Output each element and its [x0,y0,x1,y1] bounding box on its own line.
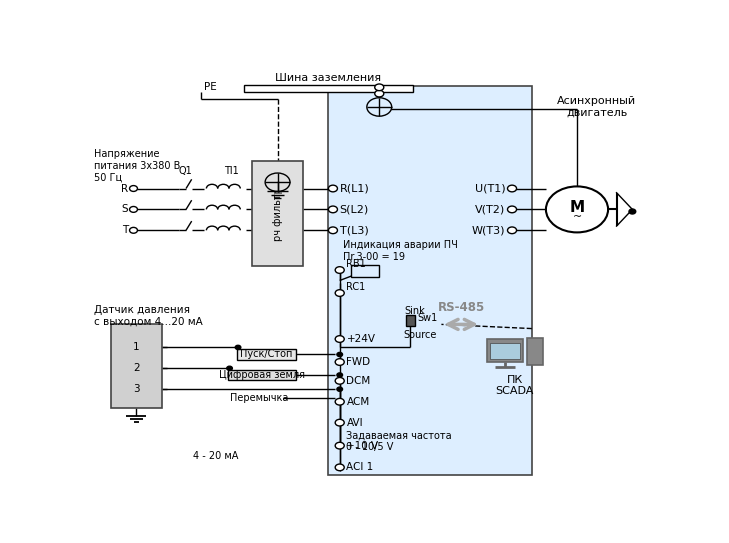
Circle shape [507,185,517,192]
Text: T: T [122,225,128,235]
Bar [406,315,415,326]
Text: ~: ~ [572,212,582,222]
Text: T(L3): T(L3) [340,225,368,235]
Circle shape [337,373,343,377]
Circle shape [629,209,636,214]
Bar [351,266,379,277]
Text: Пуск/Стоп: Пуск/Стоп [240,350,292,359]
Text: Sw1: Sw1 [417,313,437,323]
Text: 4 - 20 мА: 4 - 20 мА [192,451,238,461]
Text: FWD: FWD [346,357,370,367]
Text: Тl1: Тl1 [224,166,238,176]
Circle shape [507,206,517,213]
Text: Source: Source [404,330,437,340]
Bar [243,85,413,92]
Circle shape [265,173,290,192]
Text: V(T2): V(T2) [475,204,505,214]
FancyBboxPatch shape [237,349,296,360]
Circle shape [328,227,338,233]
Text: S(L2): S(L2) [340,204,369,214]
Circle shape [335,359,344,365]
FancyBboxPatch shape [228,370,296,381]
Bar [527,338,543,365]
Text: ACM: ACM [346,397,370,407]
Circle shape [328,206,338,213]
Text: S: S [121,204,128,214]
Text: 3: 3 [133,384,140,394]
Bar [252,161,303,266]
Circle shape [335,267,344,273]
Text: PE: PE [204,81,217,92]
Text: U(T1): U(T1) [475,184,505,193]
Text: +24V: +24V [346,334,375,344]
Text: Задаваемая частота
0 - 10/5 V: Задаваемая частота 0 - 10/5 V [346,430,452,452]
Text: AVI: AVI [346,418,363,428]
Text: R: R [121,184,128,193]
Text: DCM: DCM [346,376,371,386]
Text: рч фильтр: рч фильтр [273,187,283,241]
Text: M: M [569,200,585,215]
Text: Перемычка: Перемычка [230,393,288,403]
Text: +10 V: +10 V [346,440,378,451]
Circle shape [130,186,138,192]
Text: RC1: RC1 [346,282,366,292]
Circle shape [235,345,241,350]
Bar [111,324,162,408]
Circle shape [337,387,343,392]
Circle shape [335,419,344,426]
Circle shape [130,228,138,233]
Circle shape [335,443,344,449]
Text: Напряжение
питания 3х380 В
50 Гц: Напряжение питания 3х380 В 50 Гц [94,149,180,182]
Text: ACI 1: ACI 1 [346,463,374,472]
Circle shape [130,206,138,212]
Bar [490,343,520,359]
Text: R(L1): R(L1) [340,184,370,193]
Text: Q1: Q1 [179,166,192,176]
Circle shape [335,464,344,471]
Circle shape [337,352,343,357]
Text: Цифровая земля: Цифровая земля [219,370,305,380]
Text: RS-485: RS-485 [437,301,485,314]
Text: W(T3): W(T3) [472,225,505,235]
Circle shape [335,399,344,405]
Text: Индикация аварии ПЧ
Пr.3-00 = 19: Индикация аварии ПЧ Пr.3-00 = 19 [343,241,457,262]
Circle shape [335,377,344,384]
Text: Sink: Sink [405,306,426,315]
Text: Асинхронный
двигатель: Асинхронный двигатель [557,96,636,118]
Text: 1: 1 [133,343,140,352]
Circle shape [335,289,344,296]
Text: 2: 2 [133,363,140,373]
Text: ПК
SCADA: ПК SCADA [496,375,534,396]
Bar [487,339,523,362]
Circle shape [375,90,383,97]
Circle shape [546,186,608,232]
FancyArrowPatch shape [448,319,475,330]
Circle shape [507,227,517,233]
Circle shape [367,98,391,116]
Circle shape [328,185,338,192]
Text: Шина заземления: Шина заземления [276,73,381,83]
Circle shape [375,84,383,91]
Circle shape [227,366,233,370]
Bar [328,86,531,475]
Circle shape [335,336,344,343]
Text: RB1: RB1 [346,259,366,269]
Text: Датчик давления
с выходом 4...20 мА: Датчик давления с выходом 4...20 мА [94,305,203,327]
